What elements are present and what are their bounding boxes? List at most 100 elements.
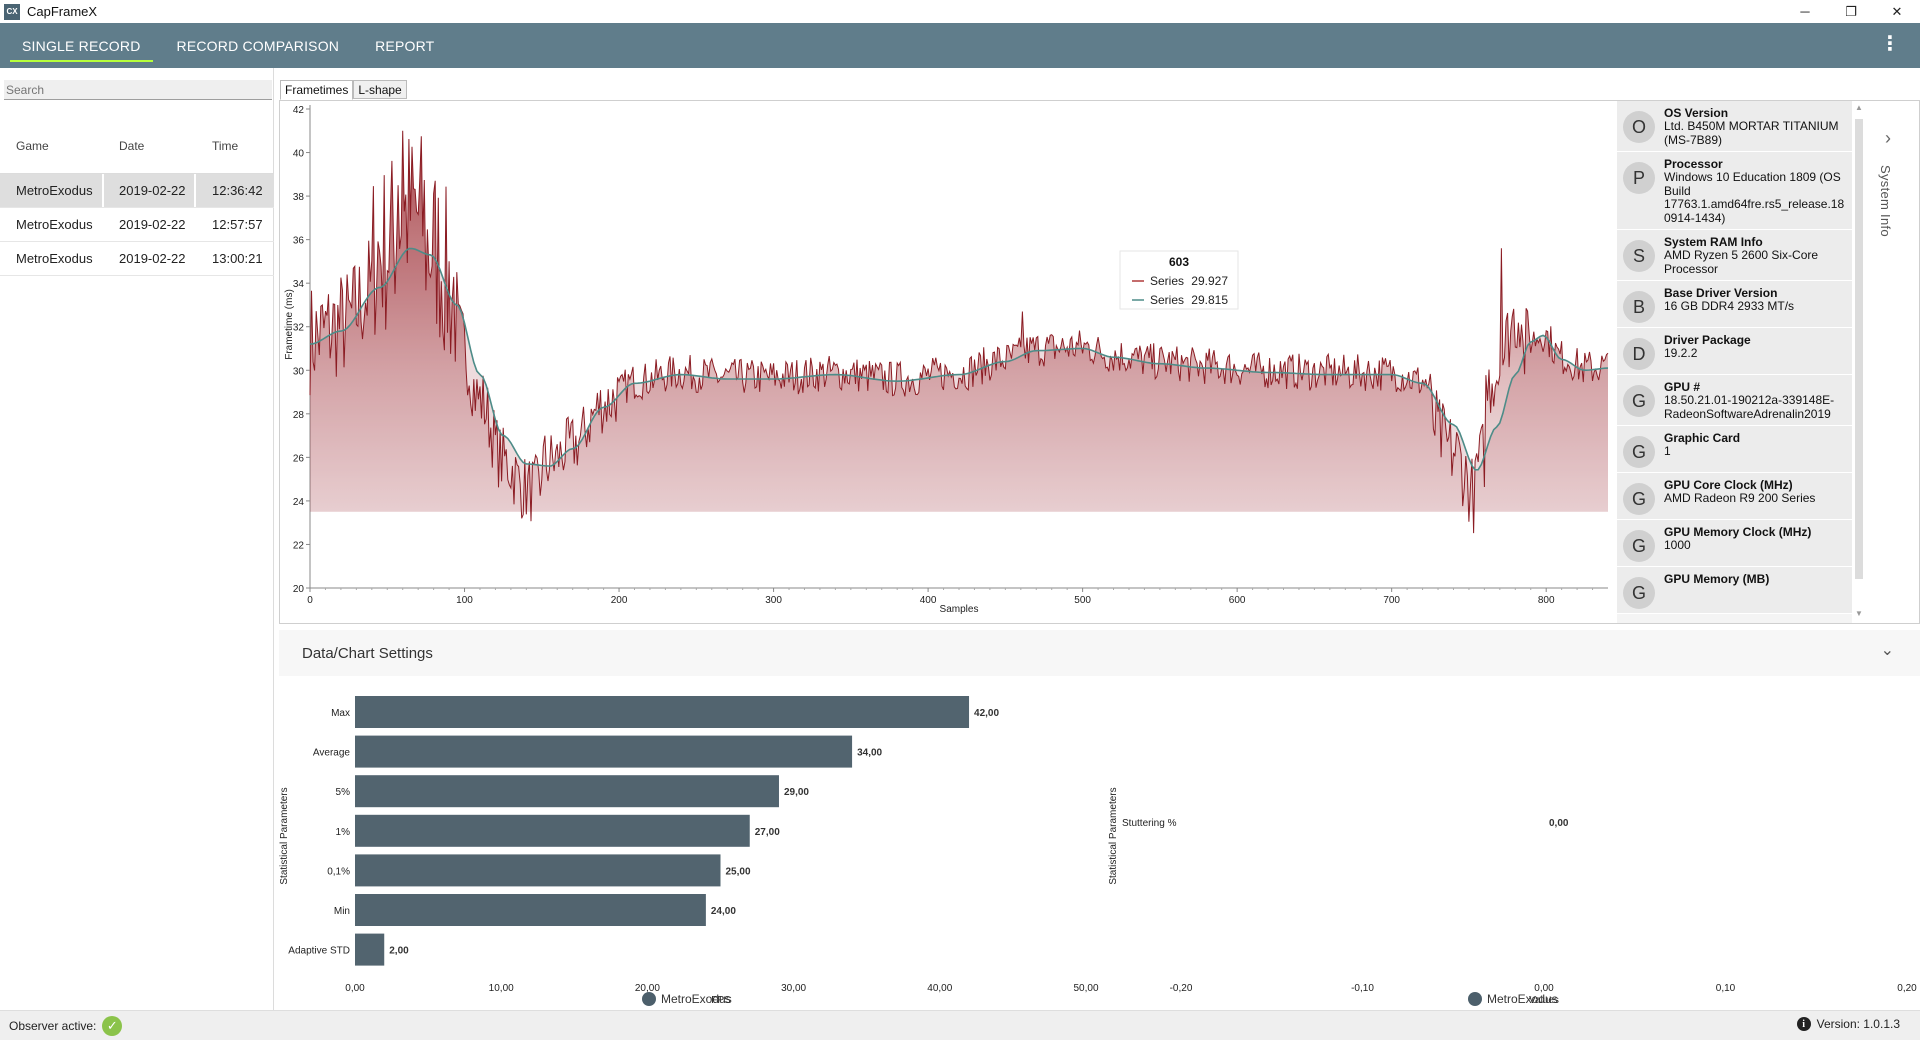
- system-info-text: System RAM Info AMD Ryzen 5 2600 Six-Core…: [1664, 236, 1852, 276]
- values-legend: MetroExodus: [1468, 992, 1558, 1006]
- y-axis-title: Frametime (ms): [284, 289, 295, 360]
- scroll-up-icon[interactable]: ▲: [1855, 103, 1863, 112]
- search-input[interactable]: [4, 80, 272, 100]
- bar: [355, 775, 779, 808]
- bar: [355, 933, 385, 966]
- bar-value-label: 42,00: [974, 708, 999, 719]
- bar-value-label: 29,00: [784, 787, 809, 798]
- frametime-chart[interactable]: 20 22 24 26 28 30 32 34 36 38 40 42 0 100 200 300 400 500…: [280, 101, 1618, 623]
- data-chart-settings-expander[interactable]: Data/Chart Settings ⌄: [279, 630, 1920, 676]
- table-row[interactable]: MetroExodus 2019-02-22 12:57:57: [0, 208, 274, 242]
- cell-game: MetroExodus: [16, 217, 93, 232]
- x-tick-label: 700: [1383, 595, 1400, 606]
- system-info-label: Processor: [1664, 157, 1723, 171]
- system-info-label: Base Driver Version: [1664, 286, 1778, 300]
- tab-record-comparison[interactable]: RECORD COMPARISON: [176, 37, 340, 54]
- system-info-label: GPU #: [1664, 380, 1701, 394]
- chevron-right-icon[interactable]: ›: [1885, 128, 1891, 148]
- status-bar: Observer active: ✓ i Version: 1.0.1.3: [0, 1010, 1920, 1040]
- system-info-value: Ltd. B450M MORTAR TITANIUM (MS-7B89): [1664, 119, 1839, 147]
- x-tick-label: 800: [1538, 595, 1555, 606]
- system-info-text: GPU Memory Clock (MHz) 1000: [1664, 526, 1852, 553]
- table-row[interactable]: MetroExodus 2019-02-22 12:36:42: [0, 174, 274, 208]
- system-info-avatar: G: [1623, 436, 1655, 468]
- x-tick-label: -0,20: [1170, 983, 1193, 994]
- column-header-game[interactable]: Game: [16, 138, 49, 153]
- tooltip-sample: 603: [1169, 255, 1189, 269]
- chevron-down-icon[interactable]: ⌄: [1880, 642, 1894, 659]
- restore-icon[interactable]: ❐: [1845, 3, 1857, 19]
- system-info-value: 1: [1664, 444, 1671, 458]
- system-info-strip: [1866, 101, 1919, 623]
- version-label: Version: 1.0.1.3: [1816, 1017, 1900, 1031]
- y-tick-label: 26: [293, 453, 305, 464]
- scrollbar-thumb[interactable]: [1855, 119, 1863, 579]
- y-tick-label: 24: [293, 497, 305, 508]
- cell-time: 13:00:21: [212, 251, 263, 266]
- system-info-item: B Base Driver Version 16 GB DDR4 2933 MT/s: [1617, 281, 1852, 328]
- column-header-date[interactable]: Date: [119, 138, 145, 153]
- category-label: Adaptive STD: [288, 946, 350, 957]
- x-tick-label: 600: [1229, 595, 1246, 606]
- system-info-avatar: G: [1623, 577, 1655, 609]
- system-info-value: AMD Radeon R9 200 Series: [1664, 491, 1816, 505]
- check-icon: ✓: [102, 1015, 123, 1036]
- system-info-item: D Driver Package 19.2.2: [1617, 328, 1852, 375]
- system-info-label: Driver Package: [1664, 333, 1751, 347]
- tooltip-series-value: 29.815: [1191, 293, 1228, 307]
- record-table: Game Date Time MetroExodus 2019-02-22 12…: [0, 118, 274, 276]
- x-tick-label: 400: [920, 595, 937, 606]
- record-table-header: Game Date Time: [0, 118, 274, 174]
- system-info-scrollbar[interactable]: ▲ ▼: [1854, 101, 1864, 623]
- tab-frametimes[interactable]: Frametimes: [280, 80, 354, 100]
- info-icon[interactable]: i: [1796, 1017, 1811, 1031]
- table-row[interactable]: MetroExodus 2019-02-22 13:00:21: [0, 242, 274, 276]
- y-tick-label: 34: [293, 279, 305, 290]
- y-tick-label: 40: [293, 149, 305, 160]
- system-info-text: GPU Core Clock (MHz) AMD Radeon R9 200 Se…: [1664, 479, 1852, 506]
- y-axis-title: Statistical Parameters: [279, 787, 290, 884]
- tab-report[interactable]: REPORT: [375, 37, 435, 54]
- main-navigation: SINGLE RECORD RECORD COMPARISON REPORT ⋮: [0, 23, 1920, 68]
- category-label: Max: [331, 708, 350, 719]
- bar: [355, 696, 970, 728]
- tooltip-series-name: Series: [1150, 293, 1184, 307]
- y-tick-label: 36: [293, 236, 305, 247]
- tab-single-record[interactable]: SINGLE RECORD: [4, 23, 159, 68]
- minimize-icon[interactable]: ─: [1800, 4, 1810, 19]
- x-tick-label: 200: [611, 595, 628, 606]
- more-options-icon[interactable]: ⋮: [1880, 33, 1900, 55]
- bar-value-label: 2,00: [389, 946, 409, 957]
- bar-value-label: 24,00: [711, 906, 736, 917]
- record-list-panel: Game Date Time MetroExodus 2019-02-22 12…: [0, 68, 274, 1010]
- category-label: Stuttering %: [1122, 818, 1177, 829]
- cell-date: 2019-02-22: [119, 251, 186, 266]
- y-tick-label: 22: [293, 540, 305, 551]
- x-tick-label: 20,00: [635, 983, 660, 994]
- system-info-value: AMD Ryzen 5 2600 Six-Core Processor: [1664, 248, 1819, 276]
- x-axis-title: Samples: [940, 604, 979, 615]
- x-tick-label: -0,10: [1351, 983, 1374, 994]
- statistics-charts: Statistical Parameters Max 42,00 Average 34,…: [279, 696, 1917, 1006]
- category-label: Average: [313, 748, 351, 759]
- tab-l-shape[interactable]: L-shape: [353, 80, 407, 99]
- system-info-label: OS Version: [1664, 106, 1729, 120]
- settings-title: Data/Chart Settings: [302, 644, 433, 662]
- scroll-down-icon[interactable]: ▼: [1855, 609, 1863, 618]
- legend-dot: [1468, 992, 1482, 1006]
- system-info-text: OS Version Ltd. B450M MORTAR TITANIUM (MS…: [1664, 107, 1852, 147]
- cell-date: 2019-02-22: [104, 174, 194, 207]
- system-info-label: GPU Core Clock (MHz): [1664, 478, 1793, 492]
- legend-label: MetroExodus: [1487, 992, 1558, 1006]
- x-tick-label: 0,20: [1897, 983, 1917, 994]
- x-tick-label: 0,00: [1534, 983, 1554, 994]
- bar: [355, 854, 721, 887]
- system-info-toggle-label[interactable]: System Info: [1878, 165, 1893, 237]
- column-header-time[interactable]: Time: [212, 138, 239, 153]
- x-tick-label: 0: [307, 595, 313, 606]
- cell-time: 12:36:42: [196, 174, 274, 207]
- window-title: CapFrameX: [27, 4, 98, 19]
- system-info-value: 18.50.21.01-190212a-339148E-RadeonSoftwa…: [1664, 393, 1835, 421]
- close-icon[interactable]: ✕: [1891, 3, 1903, 19]
- version-info: i Version: 1.0.1.3: [1796, 1017, 1900, 1031]
